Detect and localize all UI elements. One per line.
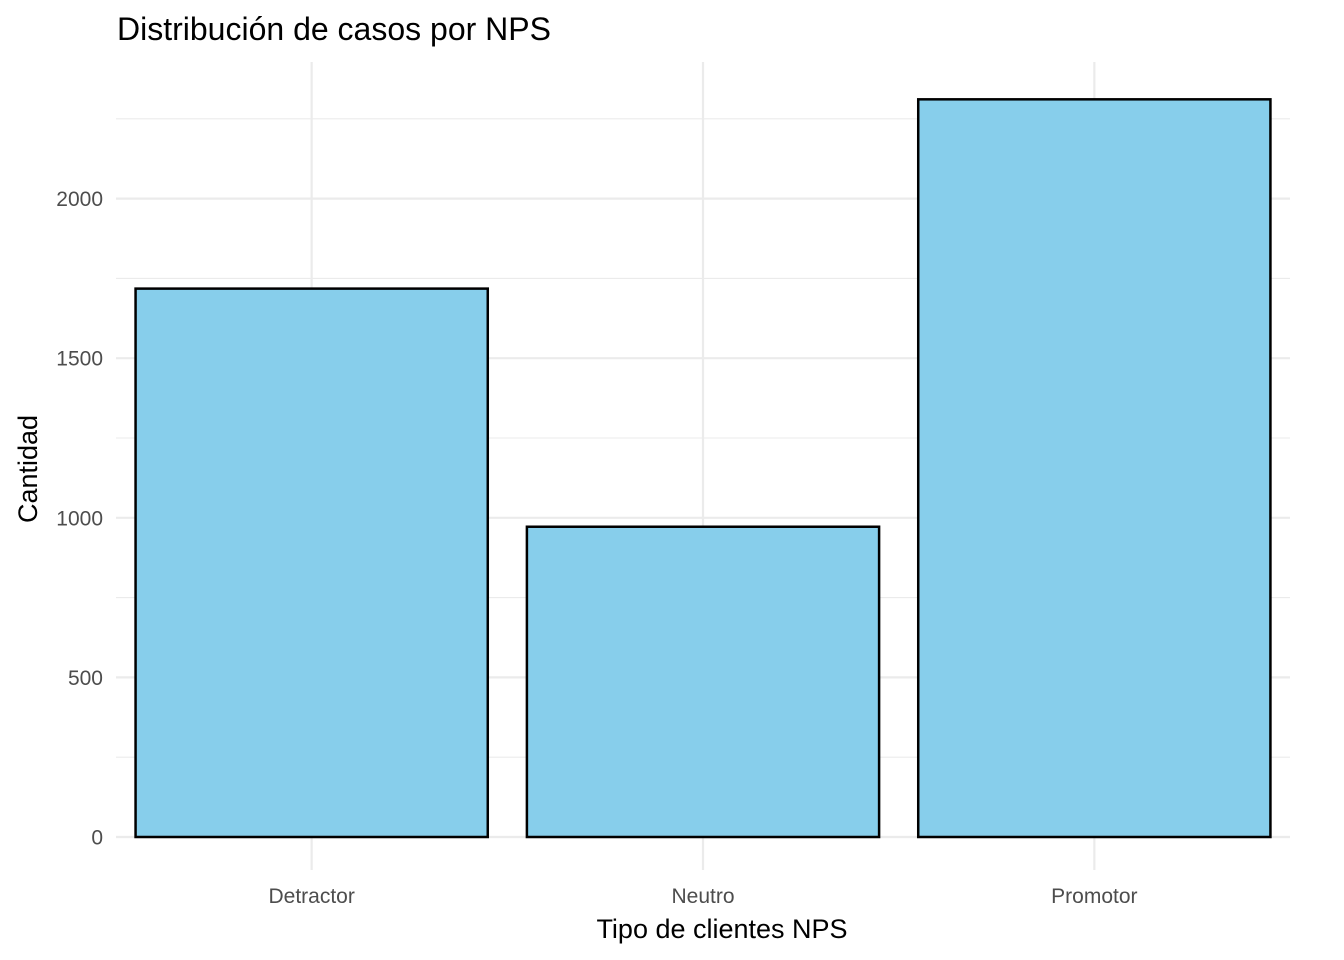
y-tick-label: 1000: [56, 507, 103, 530]
x-tick-label: Neutro: [671, 885, 734, 908]
x-tick-label: Detractor: [268, 885, 354, 908]
x-tick-label: Promotor: [1051, 885, 1137, 908]
bar-promotor: [916, 98, 1272, 839]
y-tick-labels: 0 500 1000 1500 2000: [56, 188, 103, 849]
y-tick-label: 0: [91, 827, 103, 850]
y-tick-label: 500: [68, 667, 103, 690]
chart-title: Distribución de casos por NPS: [117, 11, 551, 47]
y-tick-label: 1500: [56, 348, 103, 371]
x-axis-title: Tipo de clientes NPS: [596, 914, 847, 944]
y-tick-label: 2000: [56, 188, 103, 211]
bar-detractor: [134, 287, 490, 839]
bar-neutro: [525, 525, 881, 839]
x-tick-labels: Detractor Neutro Promotor: [268, 885, 1137, 908]
y-axis-title: Cantidad: [13, 415, 43, 523]
bars: [134, 98, 1272, 839]
